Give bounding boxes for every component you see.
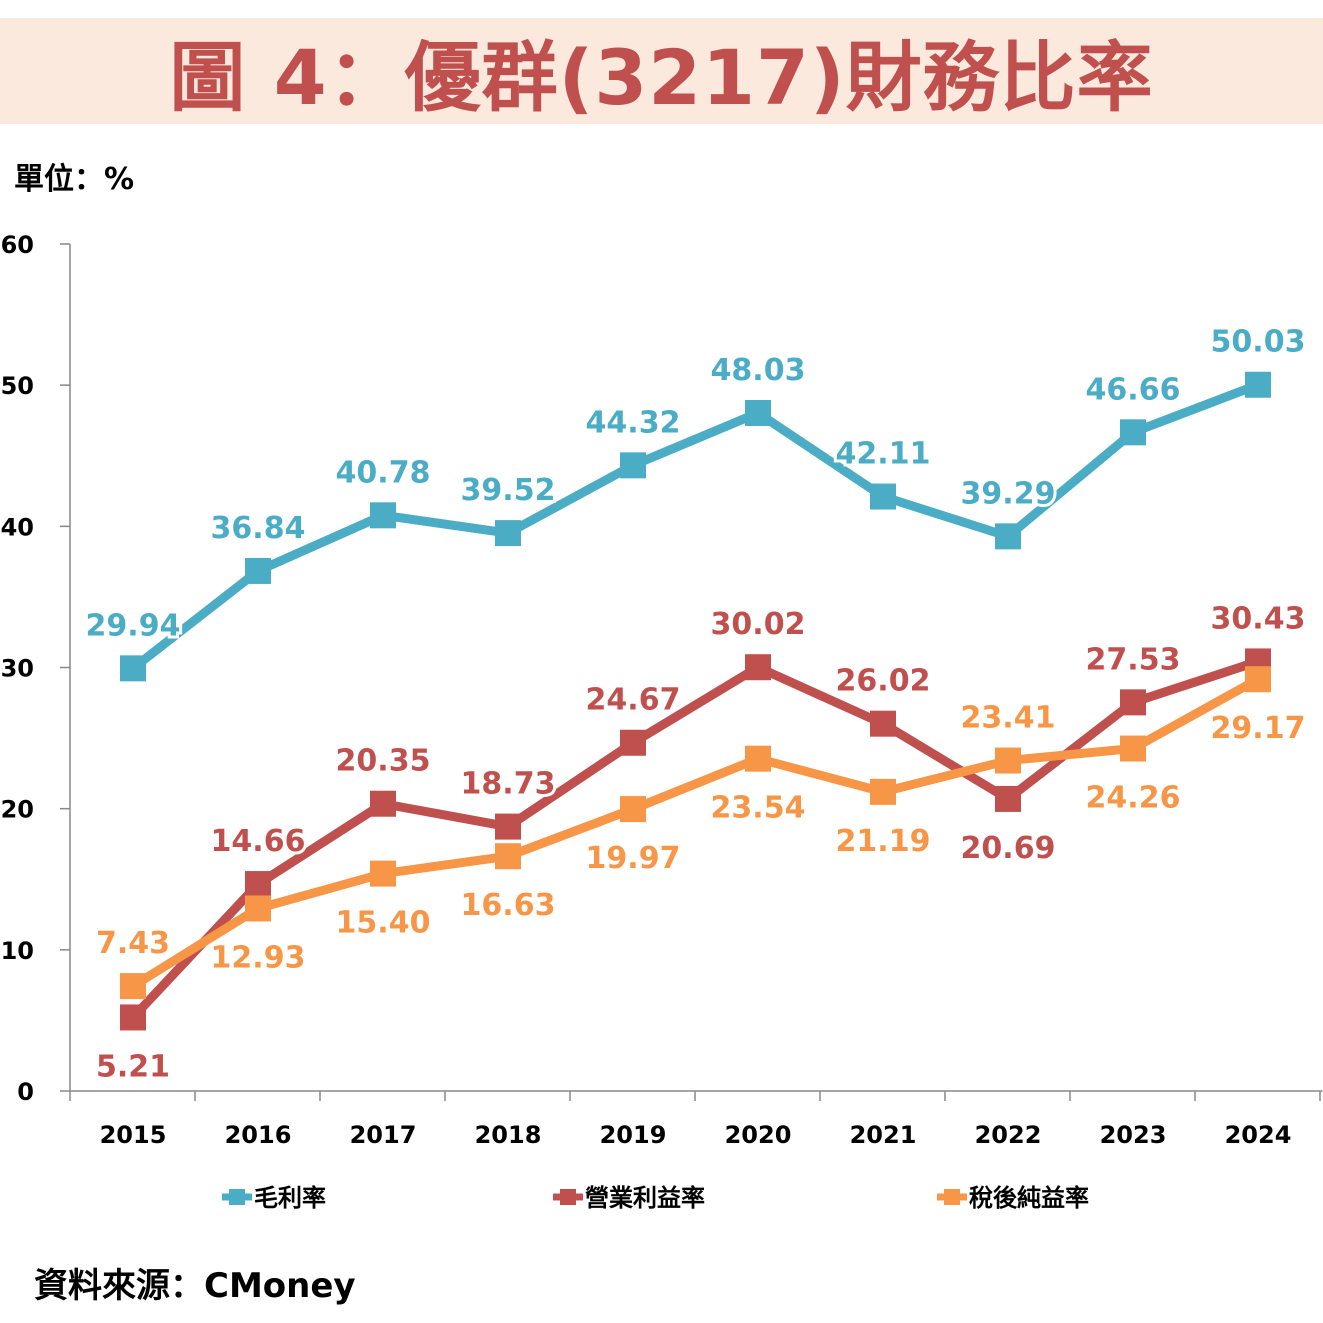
legend-label: 毛利率	[254, 1184, 326, 1212]
legend-item-2: 稅後純益率	[937, 1184, 1089, 1212]
y-tick-label: 50	[1, 372, 34, 400]
legend-marker-swatch	[944, 1189, 960, 1205]
x-tick-label: 2020	[725, 1121, 792, 1149]
data-point-marker	[245, 557, 271, 584]
series-line-2	[130, 675, 1261, 990]
x-tick-label: 2024	[1225, 1121, 1292, 1149]
data-label: 24.67	[586, 683, 681, 718]
data-point-marker	[1245, 666, 1271, 693]
legend-label: 營業利益率	[585, 1184, 705, 1212]
legend-marker-swatch	[560, 1189, 576, 1205]
data-label: 30.43	[1211, 601, 1306, 636]
data-label: 42.11	[836, 437, 931, 472]
title-banner: 圖 4：優群(3217)財務比率	[0, 18, 1323, 124]
data-point-marker	[620, 452, 646, 479]
data-label: 20.35	[336, 744, 431, 779]
x-tick-label: 2021	[850, 1121, 917, 1149]
series-line-0	[130, 380, 1260, 672]
data-label: 39.52	[461, 473, 556, 508]
y-tick-label: 40	[1, 513, 34, 541]
data-label: 12.93	[211, 940, 306, 975]
series-lines	[129, 380, 1261, 1021]
y-tick-label: 10	[1, 937, 34, 965]
data-label: 16.63	[461, 888, 556, 923]
legend-label: 稅後純益率	[969, 1184, 1089, 1212]
data-point-marker	[370, 860, 396, 887]
unit-label: 單位：%	[14, 162, 135, 197]
data-label: 26.02	[836, 664, 931, 699]
y-tick-label: 60	[1, 231, 34, 259]
data-label: 40.78	[336, 455, 431, 490]
x-tick-label: 2019	[600, 1121, 667, 1149]
data-point-marker	[1120, 689, 1146, 716]
axes: 0 10 20 30 40 50 60 2015 2016 2017 2018 2019 2020 202…	[1, 231, 1323, 1149]
data-point-marker	[1120, 419, 1146, 446]
data-label: 5.21	[96, 1049, 170, 1084]
data-point-marker	[1120, 735, 1146, 762]
data-label: 48.03	[711, 353, 806, 388]
data-point-marker	[245, 871, 271, 898]
x-tick-label: 2018	[475, 1121, 542, 1149]
legend: 毛利率 營業利益率 稅後純益率	[222, 1184, 1089, 1212]
data-point-marker	[745, 654, 771, 681]
x-tick-label: 2023	[1100, 1121, 1167, 1149]
data-label: 29.17	[1211, 711, 1306, 746]
chart-title: 圖 4：優群(3217)財務比率	[169, 33, 1154, 122]
data-point-marker	[370, 790, 396, 817]
data-point-marker	[995, 747, 1021, 774]
data-point-marker	[495, 520, 521, 547]
legend-item-1: 營業利益率	[553, 1184, 705, 1212]
data-label: 23.54	[711, 791, 806, 826]
legend-item-0: 毛利率	[222, 1184, 326, 1212]
data-label: 29.94	[86, 608, 181, 643]
data-point-marker	[495, 813, 521, 840]
data-point-marker	[120, 655, 146, 682]
data-point-marker	[870, 778, 896, 805]
data-point-marker	[870, 710, 896, 737]
y-tick-label: 0	[17, 1078, 34, 1106]
y-tick-label: 20	[1, 796, 34, 824]
data-label: 23.41	[961, 701, 1056, 736]
y-tick-label: 30	[1, 655, 34, 683]
data-label: 50.03	[1211, 325, 1306, 360]
data-labels: 29.94 36.84 40.78 39.52 44.32 48.03 42.11 39.29…	[83, 322, 1309, 1088]
data-label: 21.19	[836, 824, 931, 859]
data-source: 資料來源：CMoney	[34, 1266, 356, 1306]
data-point-marker	[120, 973, 146, 1000]
data-point-marker	[745, 399, 771, 426]
x-tick-label: 2022	[975, 1121, 1042, 1149]
data-label: 44.32	[586, 405, 681, 440]
data-label: 7.43	[96, 926, 170, 961]
data-point-marker	[495, 843, 521, 870]
data-label: 36.84	[211, 511, 306, 546]
data-label: 30.02	[711, 607, 806, 642]
data-label: 18.73	[461, 767, 556, 802]
data-label: 46.66	[1086, 372, 1181, 407]
data-point-marker	[995, 785, 1021, 812]
data-point-marker	[620, 796, 646, 823]
data-point-marker	[1245, 371, 1271, 398]
legend-marker-swatch	[229, 1189, 245, 1205]
data-label: 27.53	[1086, 642, 1181, 677]
x-tick-label: 2017	[350, 1121, 417, 1149]
data-label: 39.29	[961, 476, 1056, 511]
data-point-marker	[370, 502, 396, 529]
data-label: 24.26	[1086, 781, 1181, 816]
data-label: 20.69	[961, 831, 1056, 866]
data-point-marker	[995, 523, 1021, 550]
data-point-marker	[620, 729, 646, 756]
data-point-marker	[745, 745, 771, 772]
data-label: 19.97	[586, 841, 681, 876]
data-label: 15.40	[336, 906, 431, 941]
data-point-marker	[120, 1004, 146, 1031]
data-point-marker	[870, 483, 896, 510]
x-tick-label: 2015	[100, 1121, 167, 1149]
data-point-marker	[245, 895, 271, 922]
series-markers	[120, 371, 1271, 1031]
x-tick-label: 2016	[225, 1121, 292, 1149]
data-label: 14.66	[211, 824, 306, 859]
